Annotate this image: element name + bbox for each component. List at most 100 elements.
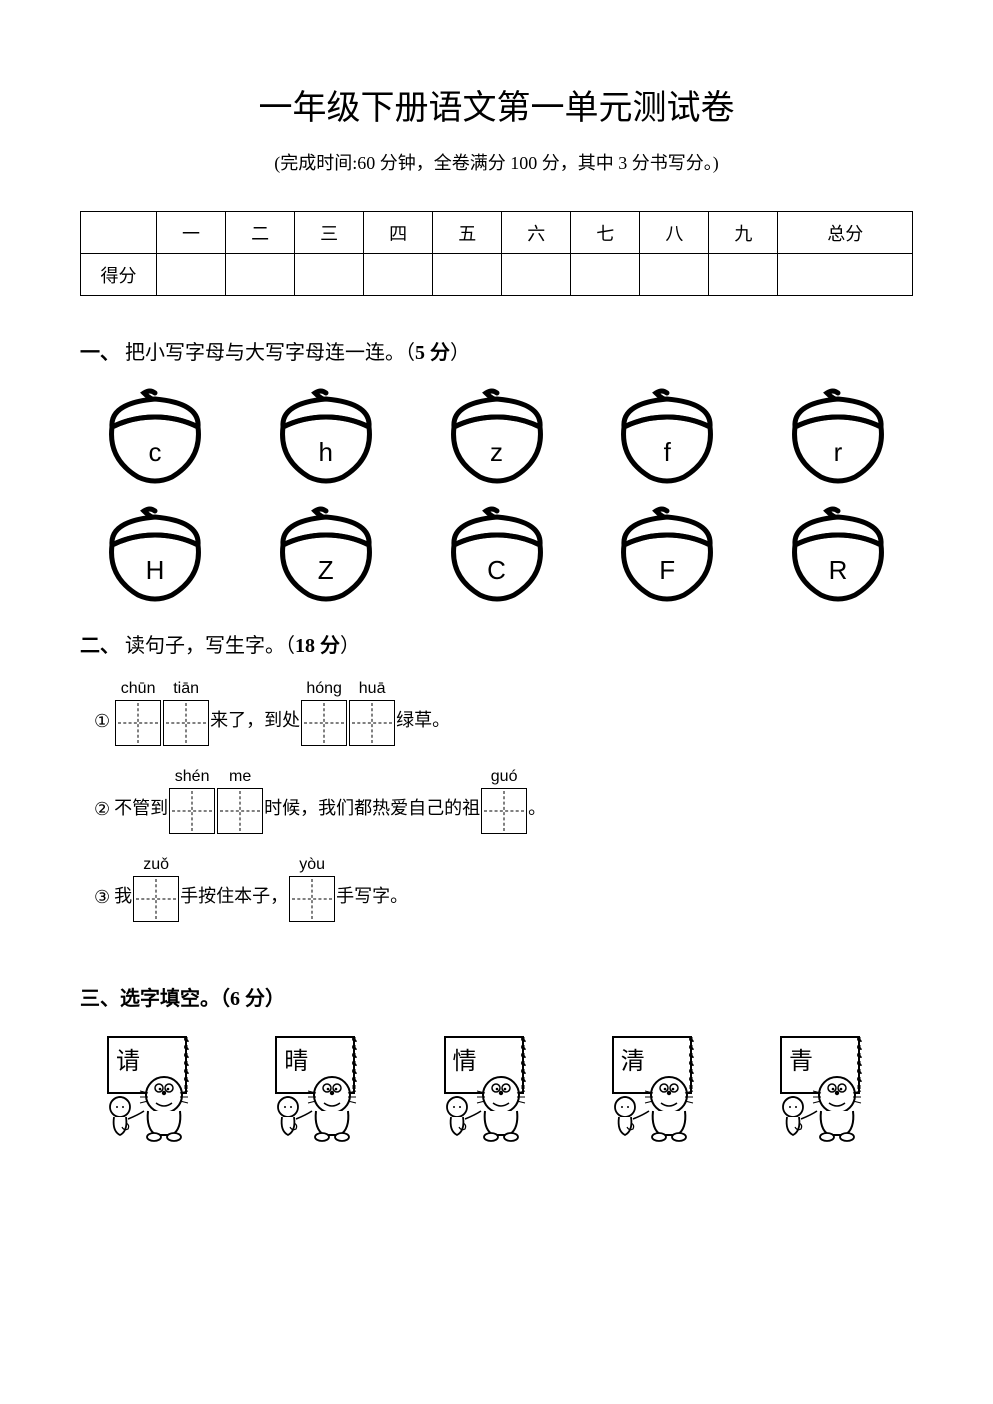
score-cell xyxy=(295,254,364,296)
sentence-line: ③我zuǒ手按住本子，yòu手写字。 xyxy=(94,856,913,922)
acorn-letter: Z xyxy=(261,555,391,586)
tianzige-box xyxy=(349,700,395,746)
score-header-cell: 二 xyxy=(226,212,295,254)
section-3-heading: 三、选字填空。（6 分） xyxy=(80,982,913,1011)
score-header-cell: 四 xyxy=(364,212,433,254)
acorn-letter: r xyxy=(773,437,903,468)
score-header-cell: 一 xyxy=(157,212,226,254)
pinyin-box: zuǒ xyxy=(133,856,179,922)
section-2-heading: 二、 读句子，写生字。（18 分） xyxy=(80,629,913,658)
sentence-line: ②不管到shénme时候，我们都热爱自己的祖guó。 xyxy=(94,768,913,834)
pinyin-box-group: yòu xyxy=(288,856,336,922)
acorn-row-bottom: H Z C F R xyxy=(90,505,903,605)
acorn-icon: H xyxy=(90,505,220,605)
acorn-letter: F xyxy=(602,555,732,586)
score-cell xyxy=(502,254,571,296)
tianzige-box xyxy=(133,876,179,922)
score-cell xyxy=(364,254,433,296)
acorn-letter: R xyxy=(773,555,903,586)
score-cell xyxy=(778,254,913,296)
pinyin-label: hóng xyxy=(306,680,342,698)
section-2-num: 二、 xyxy=(80,635,120,657)
acorn-icon: c xyxy=(90,387,220,487)
char-card: 清 xyxy=(595,1033,735,1143)
page-title: 一年级下册语文第一单元测试卷 xyxy=(80,80,913,129)
acorn-icon: f xyxy=(602,387,732,487)
sentence-line: ①chūntiān来了，到处hónghuā绿草。 xyxy=(94,680,913,746)
score-header-cell: 九 xyxy=(709,212,778,254)
score-table-score-row: 得分 xyxy=(81,254,913,296)
char-card: 青 xyxy=(763,1033,903,1143)
pinyin-box: huā xyxy=(349,680,395,746)
card-character: 情 xyxy=(453,1041,477,1076)
section-1-points: 5 分 xyxy=(415,342,450,364)
tianzige-box xyxy=(163,700,209,746)
sentence-text: 来了，到处 xyxy=(210,706,300,746)
score-header-cell: 六 xyxy=(502,212,571,254)
tianzige-box xyxy=(289,876,335,922)
acorn-letter: c xyxy=(90,437,220,468)
score-header-cell: 三 xyxy=(295,212,364,254)
sentence-number: ① xyxy=(94,711,110,746)
score-cell xyxy=(709,254,778,296)
pinyin-label: guó xyxy=(491,768,518,786)
acorn-icon: z xyxy=(432,387,562,487)
score-cell xyxy=(640,254,709,296)
section-1-tail: ） xyxy=(450,342,470,364)
score-cell: 得分 xyxy=(81,254,157,296)
pinyin-label: tiān xyxy=(173,680,199,698)
pinyin-box-group: chūn tiān xyxy=(114,680,210,746)
section-2-points: 18 分 xyxy=(295,635,340,657)
acorn-icon: h xyxy=(261,387,391,487)
score-table: 一二三四五六七八九总分 得分 xyxy=(80,211,913,296)
pinyin-box-group: shénme xyxy=(168,768,264,834)
section-3-tail: ） xyxy=(265,988,285,1010)
sentence-text: 绿草。 xyxy=(396,706,450,746)
subtitle: (完成时间:60 分钟，全卷满分 100 分，其中 3 分书写分。) xyxy=(80,149,913,175)
card-character: 晴 xyxy=(284,1041,308,1076)
pinyin-box-group: hónghuā xyxy=(300,680,396,746)
acorn-letter: C xyxy=(432,555,562,586)
score-header-cell: 八 xyxy=(640,212,709,254)
pinyin-box-group: zuǒ xyxy=(132,856,180,922)
sentence-text: 。 xyxy=(528,794,546,834)
tianzige-box xyxy=(301,700,347,746)
score-header-cell: 总分 xyxy=(778,212,913,254)
tianzige-box xyxy=(169,788,215,834)
section-1-num: 一、 xyxy=(80,342,120,364)
score-header-cell: 七 xyxy=(571,212,640,254)
pinyin-box: shén xyxy=(169,768,215,834)
pinyin-box: hóng xyxy=(301,680,347,746)
acorn-icon: Z xyxy=(261,505,391,605)
score-cell xyxy=(433,254,502,296)
pinyin-box: guó xyxy=(481,768,527,834)
tianzige-box xyxy=(115,700,161,746)
section-3-text: 选字填空。（ xyxy=(120,988,230,1010)
tianzige-box xyxy=(481,788,527,834)
tianzige-box xyxy=(217,788,263,834)
sentence-number: ③ xyxy=(94,887,110,922)
card-character: 请 xyxy=(116,1041,140,1076)
score-cell xyxy=(157,254,226,296)
sentence-text: 手写字。 xyxy=(336,882,408,922)
pinyin-label: me xyxy=(229,768,251,786)
pinyin-box: tiān xyxy=(163,680,209,746)
section-1-text: 把小写字母与大写字母连一连。（ xyxy=(125,342,415,364)
acorn-icon: F xyxy=(602,505,732,605)
acorn-row-top: c h z f r xyxy=(90,387,903,487)
score-cell xyxy=(226,254,295,296)
acorn-letter: z xyxy=(432,437,562,468)
acorn-icon: r xyxy=(773,387,903,487)
acorn-letter: h xyxy=(261,437,391,468)
section-3-points: 6 分 xyxy=(230,988,265,1010)
card-character: 青 xyxy=(789,1041,813,1076)
pinyin-box: chūn xyxy=(115,680,161,746)
score-header-cell xyxy=(81,212,157,254)
acorn-letter: H xyxy=(90,555,220,586)
pinyin-label: yòu xyxy=(299,856,325,874)
section-2-tail: ） xyxy=(340,635,360,657)
card-character: 清 xyxy=(621,1041,645,1076)
section-1-heading: 一、 把小写字母与大写字母连一连。（5 分） xyxy=(80,336,913,365)
acorn-letter: f xyxy=(602,437,732,468)
sentence-text: 手按住本子， xyxy=(180,882,288,922)
